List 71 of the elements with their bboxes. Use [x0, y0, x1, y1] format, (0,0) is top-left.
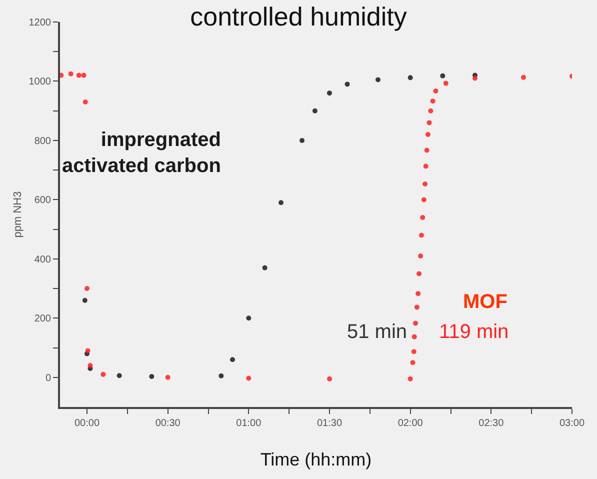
point: [376, 77, 380, 82]
point: [246, 376, 252, 381]
point: [278, 200, 284, 206]
y-tick-label: 1000: [28, 76, 52, 88]
point: [218, 373, 224, 378]
point: [312, 108, 318, 114]
point: [76, 72, 82, 78]
y-tick-label: 0: [45, 372, 52, 384]
point: [116, 373, 122, 378]
point: [165, 374, 170, 380]
point: [246, 316, 252, 321]
point: [418, 253, 424, 258]
point: [410, 360, 416, 366]
point: [420, 214, 426, 220]
annotation: 51 min: [347, 321, 408, 343]
point: [472, 76, 478, 81]
y-tick-label: 400: [34, 254, 52, 266]
point: [423, 164, 428, 169]
point: [230, 357, 235, 362]
point: [85, 348, 90, 354]
point: [411, 349, 416, 354]
text: impregnated activated carbon: [62, 129, 221, 177]
annotation: 119 min: [439, 321, 509, 343]
point: [428, 108, 434, 114]
point: [68, 71, 74, 76]
y-tick-label: 1200: [28, 18, 52, 28]
point: [424, 148, 430, 153]
text: MOF: [463, 291, 508, 313]
point: [433, 88, 438, 94]
point: [426, 120, 432, 126]
x-tick-label: 00:00: [74, 418, 100, 429]
point: [414, 304, 420, 310]
point: [418, 232, 424, 238]
point: [416, 271, 422, 276]
chart-title: controlled humidity: [190, 1, 407, 32]
point: [60, 72, 64, 78]
x-tick-label: 03:00: [559, 418, 585, 429]
point: [408, 75, 413, 80]
x-axis-title: Time (hh:mm): [260, 450, 372, 470]
point: [82, 99, 88, 104]
x-tick-label: 02:30: [478, 418, 504, 429]
point: [425, 132, 430, 138]
y-tick-label: 800: [34, 136, 52, 147]
point: [440, 73, 446, 78]
x-tick-label: 00:30: [155, 418, 181, 429]
point: [408, 376, 413, 382]
point: [416, 291, 421, 296]
point: [413, 320, 418, 326]
x-tick-label: 02:00: [398, 418, 424, 429]
point: [262, 265, 268, 270]
point: [81, 72, 86, 78]
point: [100, 372, 106, 377]
point: [344, 82, 350, 87]
y-tick-label: 600: [34, 195, 52, 206]
point: [421, 197, 426, 202]
y-tick-label: 200: [34, 314, 52, 325]
point: [412, 334, 417, 340]
y-axis-title: ppm NH3: [12, 191, 24, 238]
point: [84, 286, 90, 292]
point: [88, 363, 93, 368]
point: [300, 138, 305, 143]
point: [327, 90, 332, 96]
point: [149, 374, 154, 379]
x-tick-label: 01:00: [236, 418, 262, 429]
point: [327, 376, 332, 382]
point: [430, 98, 436, 104]
point: [521, 74, 526, 80]
x-tick-label: 01:30: [316, 418, 342, 429]
point: [82, 298, 88, 303]
point: [443, 80, 448, 86]
point: [422, 182, 428, 186]
